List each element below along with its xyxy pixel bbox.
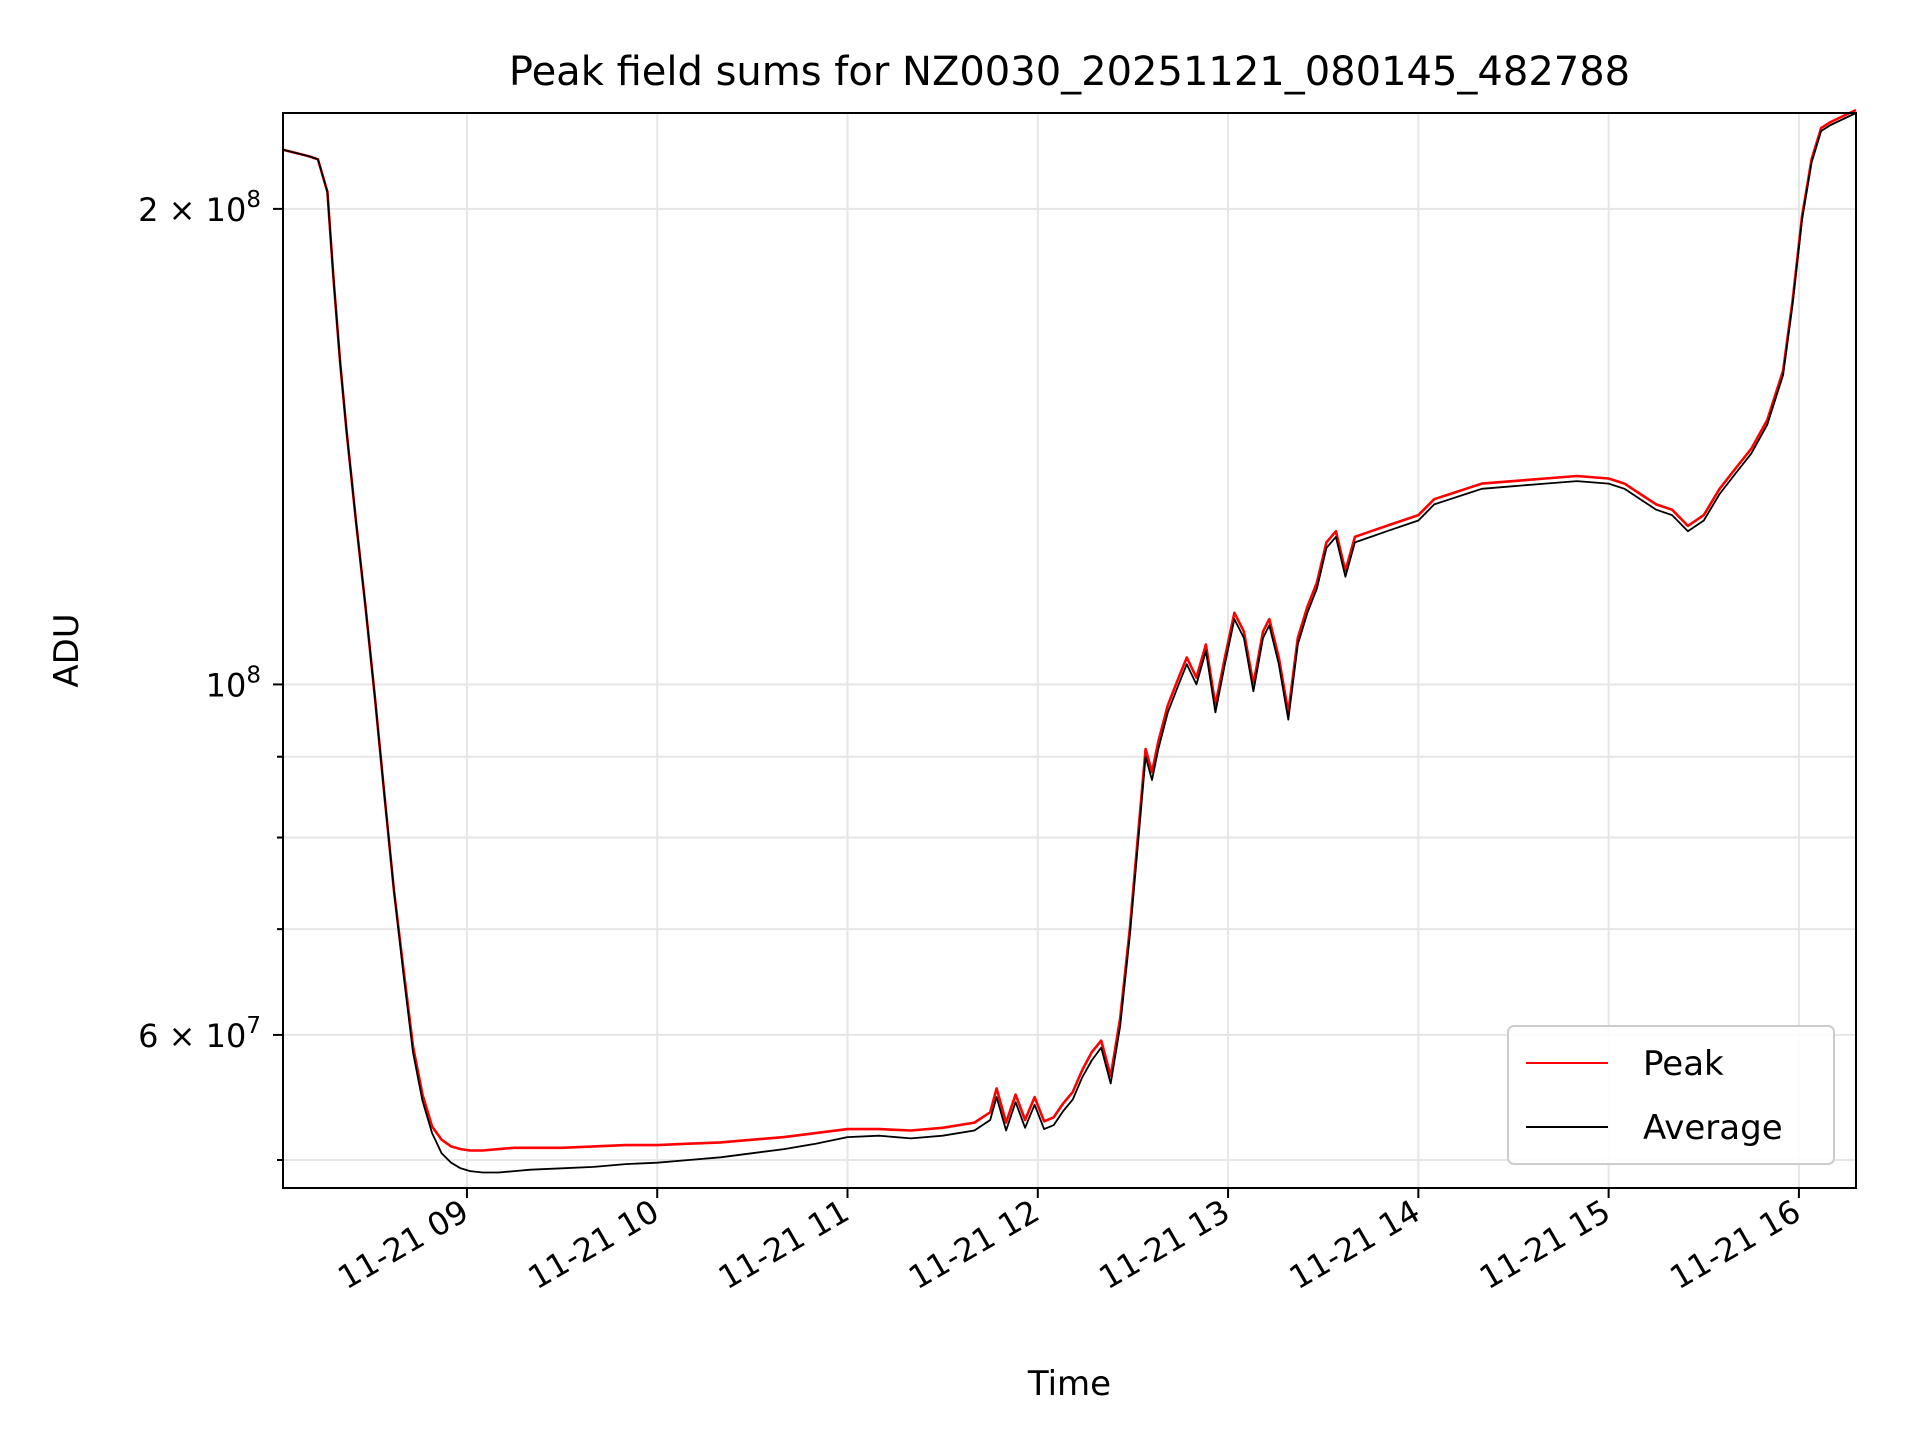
y-tick-label: 2 × 108 xyxy=(138,187,261,229)
y-tick-label-base: 6 × 10 xyxy=(138,1017,246,1055)
plot-area-frame xyxy=(282,112,1857,1189)
y-tick-label: 108 xyxy=(206,662,261,704)
series-layer xyxy=(282,108,1857,1174)
chart-title: Peak field sums for NZ0030_20251121_0801… xyxy=(509,49,1630,95)
y-tick-label: 6 × 107 xyxy=(138,1013,261,1055)
series-line-average xyxy=(282,112,1857,1174)
y-tick-label-base: 10 xyxy=(206,666,247,704)
y-axis-title: ADU xyxy=(47,613,87,687)
y-tick-label-exponent: 7 xyxy=(246,1013,261,1039)
y-tick-label-exponent: 8 xyxy=(246,187,261,213)
legend-label-average: Average xyxy=(1643,1108,1783,1148)
x-axis-title: Time xyxy=(1027,1364,1111,1404)
legend-label-peak: Peak xyxy=(1643,1044,1724,1084)
y-tick-label-exponent: 8 xyxy=(246,662,261,688)
y-tick-label-base: 2 × 10 xyxy=(138,191,246,229)
legend-box xyxy=(1507,1025,1835,1165)
legend: Peak Average xyxy=(1507,1025,1835,1165)
